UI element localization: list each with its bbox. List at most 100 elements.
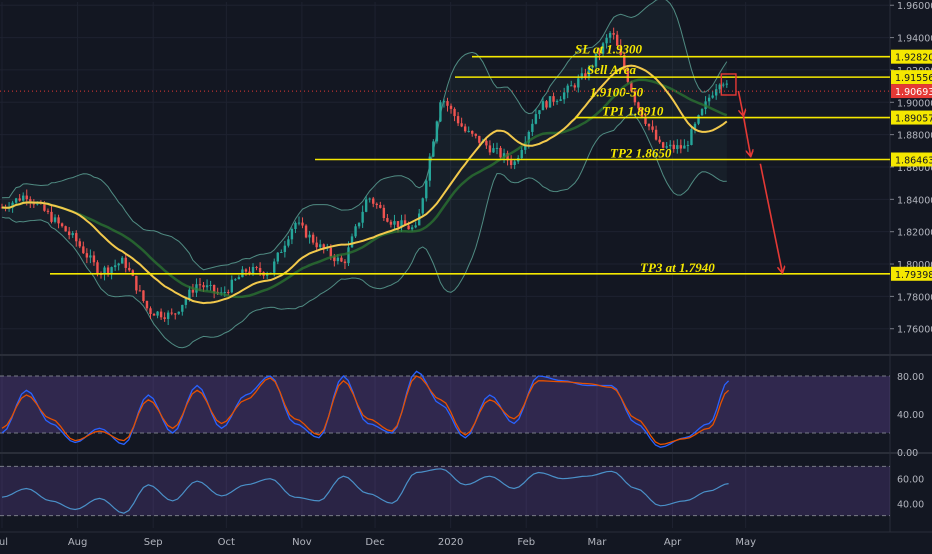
candle-body: [630, 81, 633, 92]
bollinger-upper-line: [1, 0, 728, 271]
candle: [145, 300, 149, 311]
candle-body: [336, 257, 340, 262]
candle-body: [474, 133, 477, 136]
candle: [488, 140, 492, 156]
candle-body: [587, 67, 591, 78]
time-tick-label: Dec: [365, 537, 384, 548]
time-tick-label: Jul: [0, 537, 8, 548]
candle-body: [463, 126, 467, 132]
candle: [499, 145, 502, 160]
candle-body: [651, 126, 654, 130]
candle-body: [584, 73, 587, 78]
candle-body: [418, 213, 421, 226]
candle-body: [184, 298, 188, 305]
candle: [128, 262, 131, 272]
candle-body: [71, 233, 74, 236]
candle-body: [541, 101, 545, 111]
candle-body: [103, 267, 106, 275]
candle: [350, 233, 354, 248]
candle: [492, 143, 495, 153]
candle: [446, 97, 449, 112]
candle-body: [191, 289, 195, 293]
candle-body: [432, 141, 435, 157]
candle-body: [354, 226, 357, 237]
candle-body: [686, 144, 690, 146]
rsi-band: [0, 466, 890, 516]
candle: [605, 34, 608, 49]
candle: [372, 196, 375, 208]
candle-body: [258, 268, 262, 273]
candle-body: [304, 225, 308, 238]
candle: [304, 224, 308, 239]
candle-body: [615, 34, 619, 46]
candle-body: [693, 123, 697, 130]
candle-body: [722, 84, 725, 86]
price-tick-label: 1.86000: [897, 163, 932, 174]
candle-body: [478, 135, 481, 143]
tp1-level-label: TP1 1.8910: [602, 104, 664, 119]
candle-body: [276, 252, 279, 262]
candle-body: [471, 130, 474, 134]
candle: [538, 110, 541, 119]
time-tick-label: Nov: [292, 537, 312, 548]
candle: [319, 239, 322, 250]
candle-body: [679, 145, 683, 149]
candle: [400, 214, 403, 233]
candle: [276, 252, 279, 265]
candle: [633, 89, 637, 106]
time-tick-label: Aug: [68, 537, 88, 548]
time-tick-label: May: [735, 537, 756, 548]
candle-body: [612, 33, 615, 35]
candle: [700, 108, 704, 116]
candle-body: [718, 84, 721, 90]
candle: [393, 214, 396, 231]
candle: [725, 80, 729, 88]
candle-body: [234, 279, 237, 281]
bollinger-band-fill: [2, 0, 727, 348]
candle: [375, 202, 378, 209]
candle: [110, 266, 113, 280]
candle: [718, 83, 721, 94]
price-badge-label: 1.79398: [895, 270, 932, 281]
candle: [22, 192, 25, 202]
price-badge: [891, 110, 932, 125]
candle-body: [244, 269, 248, 272]
candle: [608, 31, 612, 43]
candle-body: [379, 205, 382, 208]
candle: [449, 103, 453, 114]
candle-body: [665, 146, 668, 148]
candle: [368, 197, 371, 203]
candle: [509, 155, 513, 169]
candle: [463, 123, 467, 133]
candle: [294, 221, 297, 234]
candle-body: [57, 217, 60, 224]
candle: [71, 230, 74, 238]
candle-body: [403, 220, 407, 226]
candle: [562, 87, 566, 104]
candle: [598, 48, 601, 61]
candle: [485, 137, 488, 149]
rsi-tick-label: 60.00: [897, 475, 924, 486]
candle-body: [340, 257, 343, 262]
candle: [205, 279, 209, 291]
candle: [722, 82, 725, 88]
candle: [513, 159, 516, 170]
candle: [714, 83, 718, 100]
candle-body: [676, 145, 679, 149]
tp3-level-label: TP3 at 1.7940: [640, 260, 715, 275]
candle-body: [308, 234, 311, 238]
stochastic-tick-label: 0.00: [897, 448, 918, 459]
candle: [57, 214, 60, 229]
stochastic-tick-label: 40.00: [897, 410, 924, 421]
candle: [637, 101, 640, 113]
candle-body: [163, 317, 166, 319]
candle-body: [658, 139, 661, 143]
candle: [301, 217, 304, 229]
candle: [661, 141, 665, 149]
price-tick-label: 1.80000: [897, 260, 932, 271]
time-tick-label: Mar: [588, 537, 608, 548]
candle: [308, 230, 311, 244]
price-tick-label: 1.78000: [897, 292, 932, 303]
price-tick-label: 1.82000: [897, 228, 932, 239]
candle: [570, 80, 573, 87]
